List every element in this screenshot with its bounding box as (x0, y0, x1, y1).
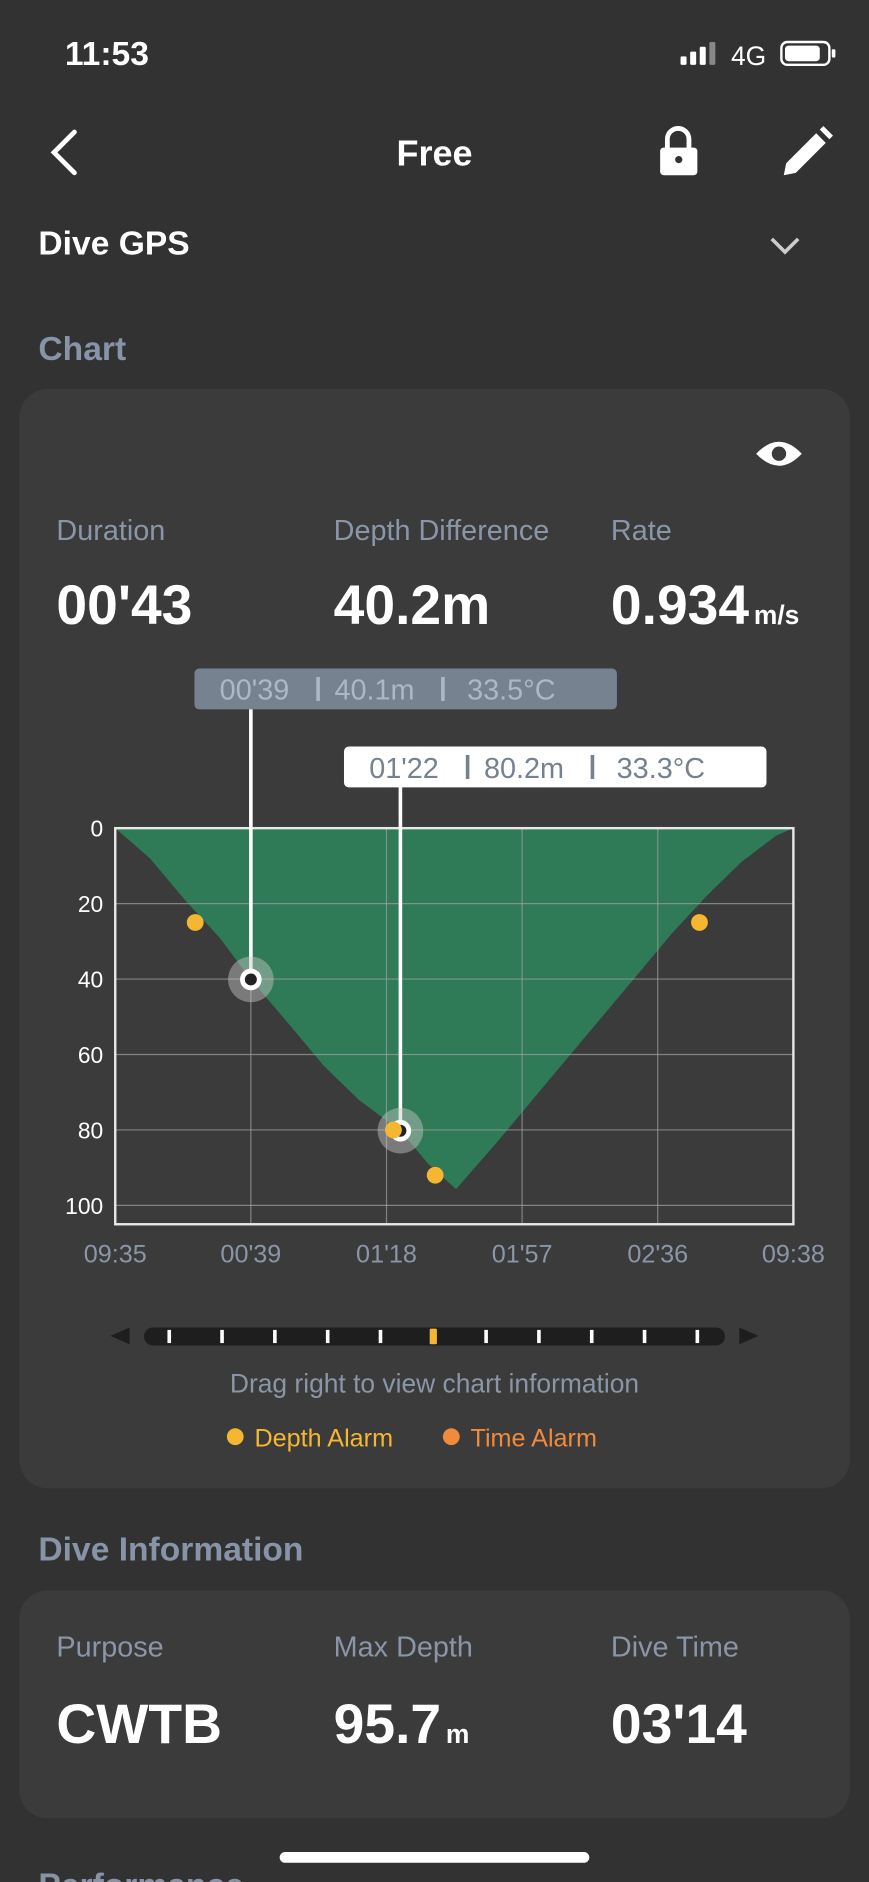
stat-label: Depth Difference (334, 515, 550, 547)
timeline-slider[interactable] (110, 1327, 759, 1346)
x-tick-label: 01'57 (492, 1241, 553, 1269)
legend-label: Depth Alarm (254, 1424, 393, 1452)
alarm-point (186, 914, 204, 931)
tooltip-text: 40.1m (334, 675, 414, 707)
stat-value: 00'43 (56, 574, 192, 636)
info-value: 03'14 (611, 1693, 747, 1755)
info-label: Purpose (56, 1631, 163, 1663)
depth-area (115, 828, 794, 1190)
info-card (19, 1590, 850, 1819)
legend-swatch (226, 1428, 244, 1446)
alarm-point (385, 1121, 402, 1139)
header-bg (0, 0, 869, 229)
info-label: Dive Time (611, 1631, 739, 1663)
visibility-toggle[interactable] (756, 441, 802, 466)
x-tick-label: 09:38 (762, 1241, 825, 1269)
expand-icon[interactable] (770, 237, 800, 255)
info-value-group: 95.7 m (334, 1693, 470, 1755)
stat-value: 40.2m (334, 574, 491, 636)
tooltip-text: 33.5°C (467, 675, 555, 707)
info-value: CWTB (56, 1693, 222, 1755)
x-tick-label: 09:35 (84, 1241, 147, 1269)
lock-button[interactable] (660, 126, 698, 176)
signal-icon (680, 42, 716, 65)
tooltip-text: 00'39 (220, 675, 290, 707)
network-label: 4G (731, 41, 766, 71)
chart-hint: Drag right to view chart information (230, 1368, 639, 1398)
y-tick-label: 0 (91, 816, 104, 842)
status-time: 11:53 (65, 36, 149, 73)
stat-label: Rate (611, 515, 672, 547)
y-tick-label: 80 (78, 1117, 103, 1143)
y-tick-label: 20 (78, 891, 103, 917)
info-unit: m (446, 1719, 469, 1749)
marker-point (240, 968, 262, 991)
section-title: Chart (38, 331, 126, 368)
edit-button[interactable] (783, 126, 833, 176)
info-label: Max Depth (334, 1631, 473, 1663)
info-value: 95.7 (334, 1693, 441, 1755)
legend-label: Time Alarm (471, 1424, 597, 1452)
stat-label: Duration (56, 515, 165, 547)
plot-border (114, 826, 795, 1226)
y-tick-label: 60 (78, 1042, 103, 1068)
stat-value: 0.934 (611, 574, 749, 636)
tooltip-text: 01'22 (369, 753, 439, 785)
x-tick-label: 00'39 (220, 1241, 281, 1269)
battery-icon (780, 40, 836, 67)
section-title: Dive Information (38, 1531, 303, 1568)
legend: Depth Alarm Time Alarm (226, 1424, 597, 1452)
section-title: Performance (38, 1867, 243, 1882)
x-tick-label: 02'36 (627, 1241, 688, 1269)
x-tick-label: 01'18 (356, 1241, 417, 1269)
tooltip-box (343, 746, 767, 788)
alarm-point (426, 1166, 444, 1184)
stat-unit: m/s (754, 600, 799, 630)
tooltip-text: 80.2m (484, 753, 564, 785)
alarm-point (691, 914, 708, 931)
tooltip-text: 33.3°C (617, 753, 705, 785)
header-title: Free (396, 133, 472, 174)
back-button[interactable] (50, 129, 77, 176)
y-tick-label: 40 (78, 966, 103, 992)
section-title: Dive GPS (38, 225, 189, 262)
y-tick-label: 100 (65, 1193, 103, 1219)
tooltip-box (194, 668, 617, 710)
depth-chart: 0 20 40 60 80 100 09:35 00'39 01'18 01'57 02'36 09:… (65, 668, 825, 1269)
home-indicator (279, 1851, 590, 1863)
stat-value-group: 0.934 m/s (611, 574, 799, 636)
legend-swatch (442, 1428, 460, 1446)
